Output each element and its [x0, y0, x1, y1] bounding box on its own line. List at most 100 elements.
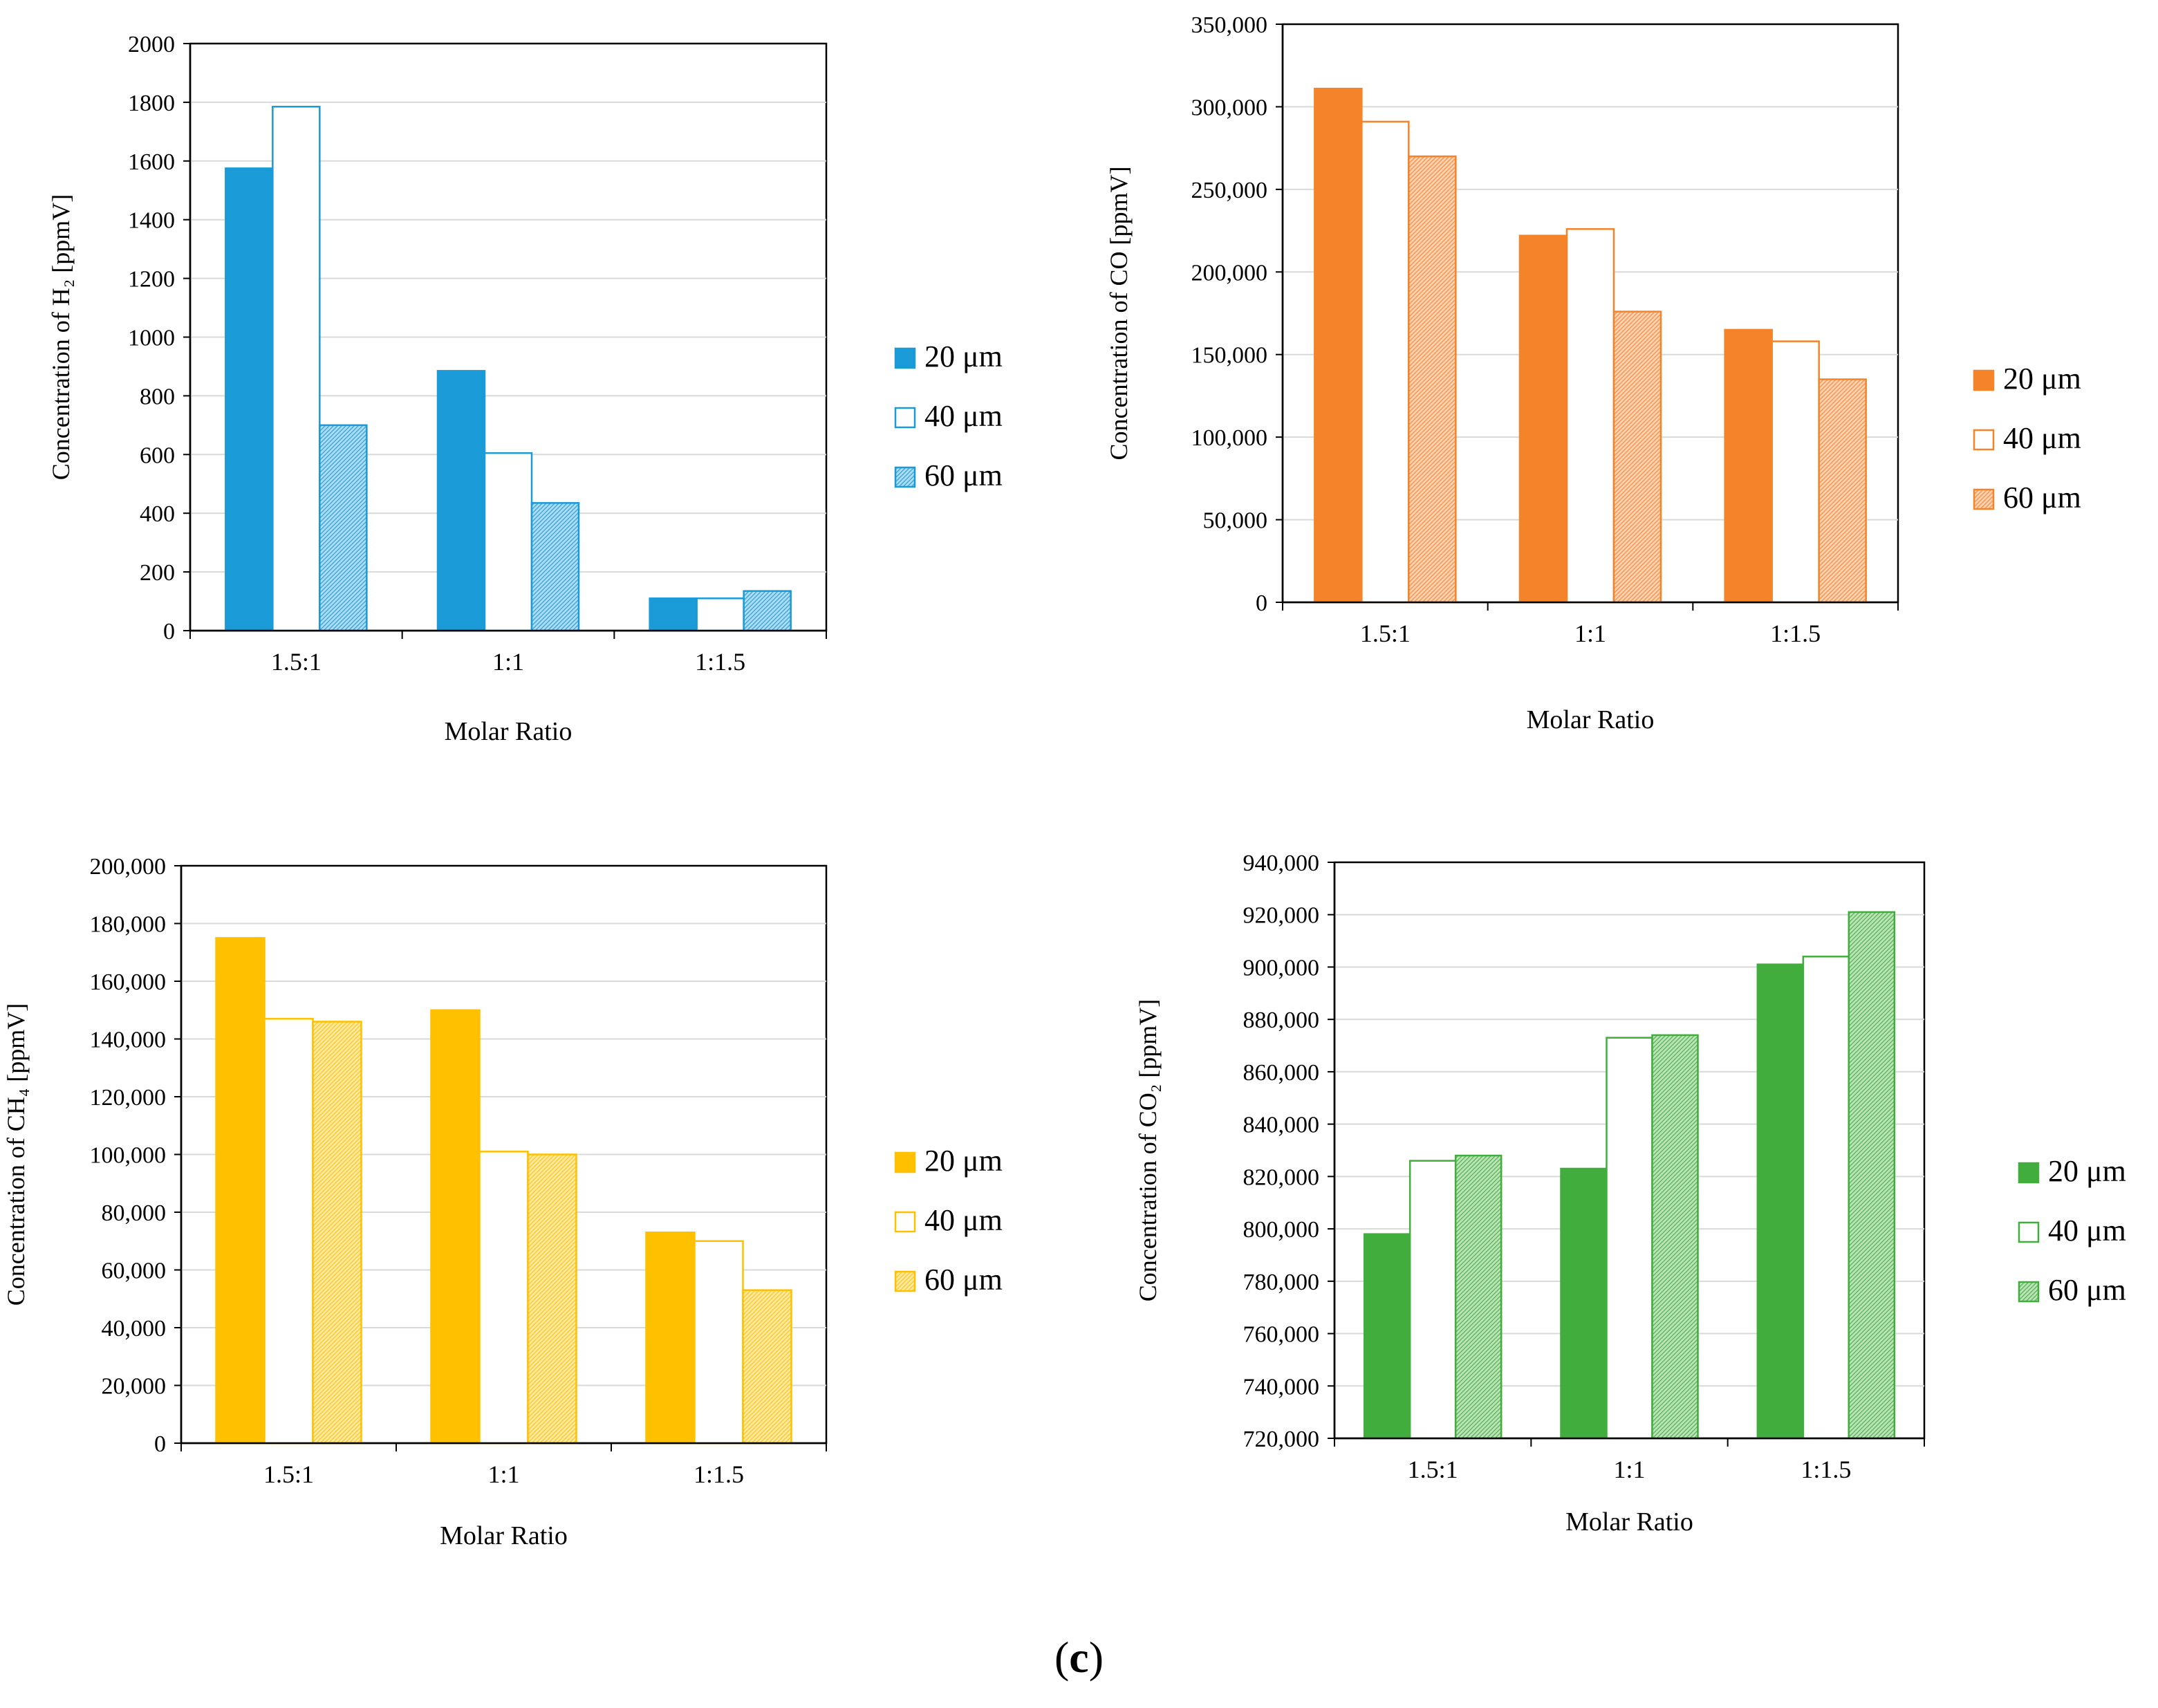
x-tick-label: 1:1 [1613, 1456, 1645, 1483]
legend-label: 60 μm [2048, 1273, 2126, 1307]
bar [1361, 120, 1410, 604]
bar [742, 1289, 792, 1445]
y-tick-label: 300,000 [1191, 95, 1268, 120]
chart-co2: 720,000 740,000 760,000 780,000 800,000 820,0… [1134, 851, 2126, 1537]
y-tick-label: 740,000 [1243, 1374, 1320, 1400]
y-tick-label: 140,000 [90, 1028, 167, 1053]
y-tick-label: 400 [140, 501, 175, 527]
x-tick-label: 1.5:1 [271, 648, 322, 676]
bar [1771, 340, 1820, 604]
y-tick-label: 600 [140, 443, 175, 468]
legend-label: 20 μm [924, 340, 1003, 373]
x-tick-label: 1.5:1 [263, 1460, 314, 1488]
legend-swatch [894, 407, 916, 429]
y-tick-label: 150,000 [1191, 343, 1268, 369]
y-tick-label: 840,000 [1243, 1113, 1320, 1138]
x-axis-title: Molar Ratio [440, 1521, 568, 1550]
y-tick-label: 800 [140, 384, 175, 409]
y-tick-label: 860,000 [1243, 1060, 1320, 1086]
bar [1802, 956, 1850, 1440]
legend-label: 40 μm [2003, 421, 2081, 455]
y-tick-label: 920,000 [1243, 903, 1320, 929]
y-tick-label: 80,000 [102, 1200, 167, 1226]
y-tick-label: 200,000 [1191, 260, 1268, 286]
x-tick-label: 1.5:1 [1360, 620, 1411, 647]
bar [215, 937, 266, 1445]
x-axis-title: Molar Ratio [1527, 705, 1655, 734]
bar [1518, 234, 1568, 604]
legend: 20 μm 40 μm 60 μm [1973, 362, 2081, 514]
bar [436, 370, 486, 632]
y-tick-label: 20,000 [102, 1374, 167, 1400]
y-tick-label: 0 [163, 619, 175, 644]
bar [478, 1151, 529, 1445]
legend-swatch [1973, 488, 1995, 510]
legend-label: 40 μm [924, 399, 1003, 433]
legend: 20 μm 40 μm 60 μm [2018, 1154, 2126, 1307]
x-tick-label: 1:1.5 [694, 1460, 744, 1488]
y-axis-title: Concentration of CO [ppmV] [1105, 167, 1133, 461]
y-tick-label: 1800 [128, 91, 175, 116]
y-tick-label: 60,000 [102, 1259, 167, 1284]
y-tick-label: 820,000 [1243, 1164, 1320, 1190]
bar [1651, 1034, 1699, 1440]
x-tick-label: 1:1 [487, 1460, 519, 1488]
legend: 20 μm 40 μm 60 μm [894, 340, 1003, 492]
y-tick-label: 180,000 [90, 912, 167, 938]
bar [694, 1240, 744, 1445]
legend-label: 20 μm [2048, 1154, 2126, 1188]
bar [1408, 1160, 1457, 1440]
x-tick-label: 1:1.5 [695, 648, 745, 676]
y-tick-label: 200 [140, 560, 175, 586]
bar [1612, 310, 1662, 604]
legend-label: 40 μm [924, 1203, 1003, 1237]
legend-swatch [894, 466, 916, 488]
x-axis-title: Molar Ratio [1565, 1507, 1693, 1537]
y-tick-label: 0 [1256, 591, 1267, 616]
x-tick-label: 1:1.5 [1801, 1456, 1851, 1483]
y-tick-label: 900,000 [1243, 955, 1320, 981]
x-axis-title: Molar Ratio [445, 717, 573, 746]
bar [530, 502, 580, 632]
x-tick-label: 1.5:1 [1408, 1456, 1458, 1483]
legend-swatch [1973, 429, 1995, 451]
legend-swatch [2018, 1221, 2040, 1243]
bar [1454, 1154, 1503, 1440]
legend-swatch [2018, 1162, 2040, 1184]
y-tick-label: 1000 [128, 326, 175, 351]
y-tick-label: 940,000 [1243, 851, 1320, 876]
chart-co: 0 50,000 100,000 150,000 200,000 250,000 300,0… [1105, 12, 2081, 734]
caption-letter: c [1069, 1633, 1089, 1682]
legend-swatch [2018, 1281, 2040, 1303]
x-tick-label: 1:1.5 [1770, 620, 1821, 647]
bar [1363, 1233, 1411, 1440]
bar [1408, 155, 1457, 604]
bar [430, 1009, 481, 1445]
y-tick-label: 100,000 [1191, 425, 1268, 451]
y-tick-label: 160,000 [90, 969, 167, 995]
bar [1314, 87, 1363, 604]
legend-label: 60 μm [924, 458, 1003, 492]
y-tick-label: 760,000 [1243, 1322, 1320, 1348]
chart-h2: 0 200 400 600 800 1000 1200 1400 1600 1800 2000 1.5… [47, 32, 1003, 746]
legend-swatch [1973, 369, 1995, 391]
y-axis-title: Concentration of H₂ [ppmV] [47, 194, 75, 480]
bar [1560, 1167, 1608, 1440]
bar [319, 424, 368, 632]
caption-open: ( [1054, 1633, 1070, 1682]
legend-swatch [894, 1270, 916, 1292]
y-tick-label: 350,000 [1191, 12, 1268, 38]
y-axis-title: Concentration of CO₂ [ppmV] [1134, 999, 1162, 1301]
legend-label: 20 μm [2003, 362, 2081, 396]
y-tick-label: 0 [154, 1431, 166, 1457]
bar [696, 597, 745, 632]
legend: 20 μm 40 μm 60 μm [894, 1144, 1003, 1297]
x-tick-label: 1:1 [1574, 620, 1606, 647]
y-tick-label: 1200 [128, 267, 175, 293]
bar [263, 1018, 314, 1445]
y-tick-label: 200,000 [90, 854, 167, 880]
y-tick-label: 780,000 [1243, 1270, 1320, 1295]
legend-swatch [894, 1151, 916, 1173]
y-tick-label: 1600 [128, 149, 175, 175]
x-tick-label: 1:1 [492, 648, 524, 676]
